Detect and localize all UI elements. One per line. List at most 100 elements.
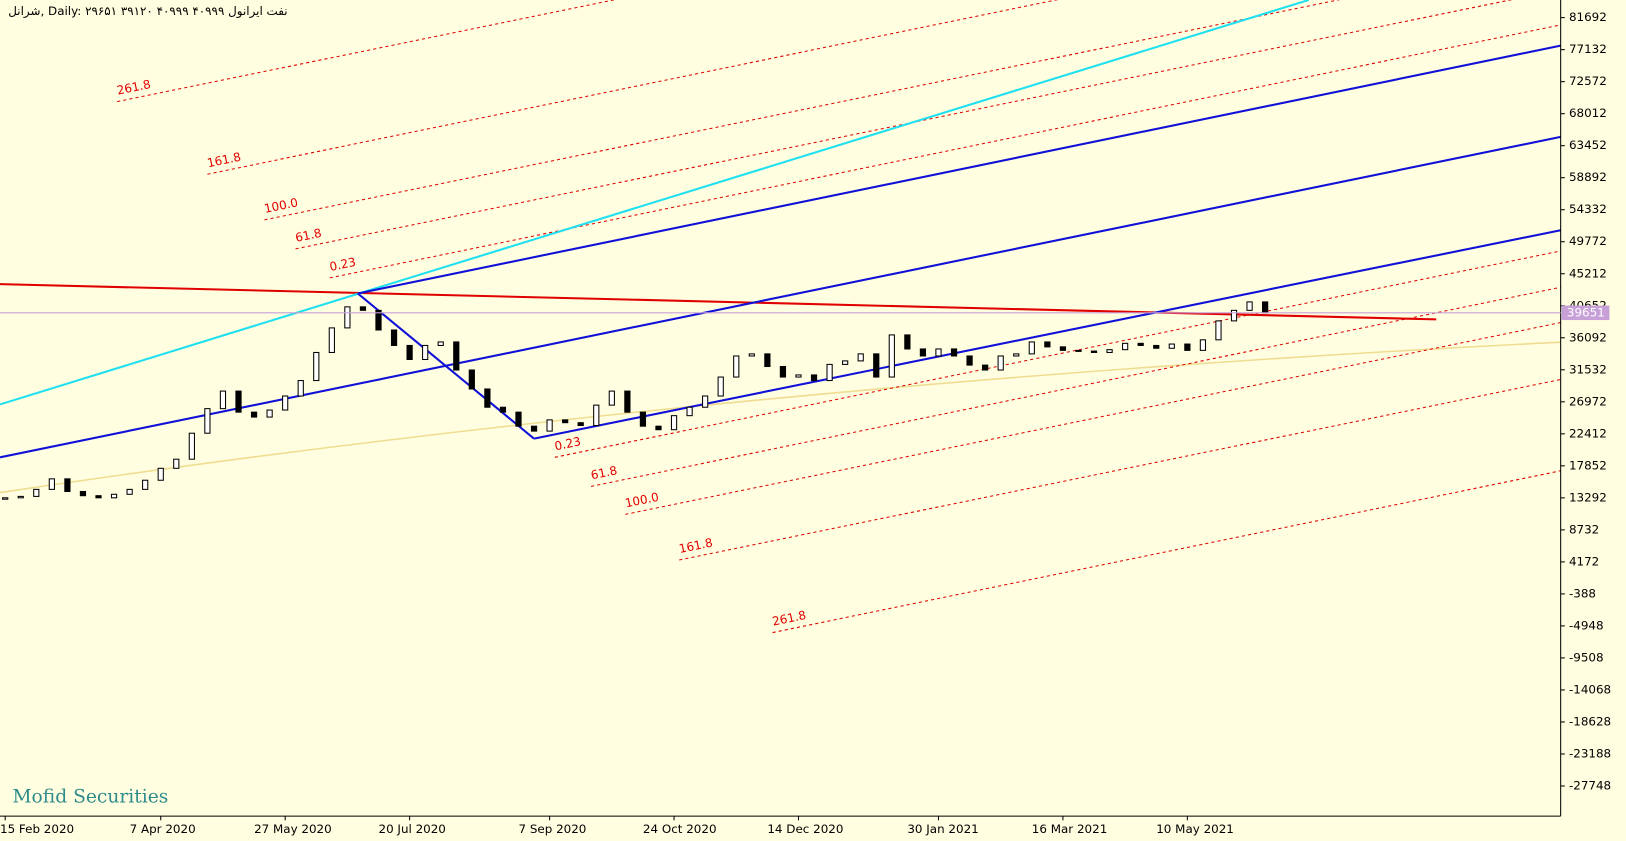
- candle: [608, 390, 615, 406]
- candle: [888, 334, 895, 378]
- watermark: Mofid Securities: [12, 786, 168, 807]
- candle: [982, 364, 989, 371]
- y-tick-label: 49772: [1569, 234, 1607, 248]
- fib-label: 0.23: [553, 434, 582, 453]
- candle: [204, 408, 211, 434]
- candle: [515, 411, 522, 427]
- fib-line: [679, 379, 1561, 561]
- candle: [904, 334, 911, 350]
- y-tick-label: 26972: [1569, 394, 1607, 408]
- candle: [188, 432, 195, 460]
- y-tick-label: -18628: [1569, 714, 1611, 728]
- candle: [79, 490, 87, 497]
- y-tick-label: -14068: [1569, 682, 1611, 696]
- candle: [733, 355, 740, 378]
- y-tick-label: 72572: [1569, 74, 1607, 88]
- x-tick-label: 24 Oct 2020: [643, 822, 717, 836]
- candle: [1122, 342, 1129, 351]
- candle: [297, 380, 304, 397]
- candle: [997, 355, 1004, 371]
- candle: [1262, 301, 1269, 314]
- candle: [437, 341, 444, 346]
- candle: [1059, 346, 1067, 351]
- fib-label: 61.8: [294, 226, 323, 245]
- candle: [1184, 343, 1191, 351]
- candle: [686, 406, 693, 417]
- candle: [95, 495, 102, 499]
- candle: [282, 395, 289, 411]
- candle: [453, 341, 460, 371]
- candle: [562, 419, 569, 424]
- candle: [764, 353, 771, 368]
- candle: [530, 425, 538, 432]
- candle: [702, 395, 709, 408]
- candle: [546, 419, 553, 432]
- candle: [468, 369, 475, 390]
- fib-label: 0.23: [328, 255, 357, 274]
- y-tick-label: 22412: [1569, 426, 1607, 440]
- y-tick-label: 8732: [1569, 522, 1599, 536]
- candle: [126, 488, 133, 495]
- candle: [826, 363, 833, 382]
- candle: [919, 348, 927, 357]
- candle: [157, 467, 164, 481]
- y-tick-label: 63452: [1569, 138, 1607, 152]
- candle: [1230, 309, 1238, 322]
- candle: [235, 390, 242, 413]
- candle: [406, 344, 413, 361]
- candle: [344, 306, 351, 329]
- candle: [48, 478, 55, 490]
- candle: [966, 355, 973, 366]
- y-tick-label: 4172: [1569, 554, 1599, 568]
- candle: [935, 348, 942, 357]
- candle: [593, 404, 600, 427]
- x-tick-label: 10 May 2021: [1156, 822, 1234, 836]
- y-tick-label: 17852: [1569, 458, 1607, 472]
- candle: [717, 376, 724, 397]
- y-tick-label: -23188: [1569, 746, 1611, 760]
- red-trendline: [0, 283, 1437, 321]
- x-tick-label: 30 Jan 2021: [907, 822, 978, 836]
- candle: [2, 497, 9, 500]
- candle: [422, 344, 429, 361]
- candle: [1137, 342, 1144, 346]
- candle: [1246, 301, 1253, 311]
- x-tick-label: 15 Feb 2020: [0, 822, 74, 836]
- candle: [142, 479, 149, 490]
- candle: [748, 353, 755, 357]
- candle: [639, 411, 647, 427]
- price-label: 39651: [1567, 305, 1605, 319]
- candle: [33, 488, 40, 497]
- candles: [2, 301, 1269, 500]
- moving-average: [0, 341, 1561, 494]
- candle: [1199, 339, 1207, 351]
- price-box: [1561, 305, 1610, 321]
- y-tick-label: -9508: [1569, 650, 1604, 664]
- y-tick-label: 45212: [1569, 266, 1607, 280]
- candle: [499, 406, 507, 413]
- y-tick-label: 68012: [1569, 106, 1607, 120]
- y-tick-label: -4948: [1569, 618, 1604, 632]
- x-tick-label: 14 Dec 2020: [767, 822, 843, 836]
- y-tick-label: 81692: [1569, 10, 1607, 24]
- pitchfork-line: [357, 292, 535, 440]
- candle: [17, 495, 24, 499]
- x-tick-label: 20 Jul 2020: [379, 822, 446, 836]
- candle: [484, 388, 491, 408]
- candle: [624, 390, 631, 413]
- y-tick-label: 13292: [1569, 490, 1607, 504]
- candle: [110, 493, 118, 499]
- candle: [173, 458, 180, 469]
- candle: [1168, 343, 1175, 349]
- candle: [857, 353, 864, 362]
- fib-line: [207, 0, 1059, 175]
- candle: [328, 327, 335, 353]
- fib-label: 261.8: [771, 608, 807, 629]
- fib-line: [329, 24, 1561, 279]
- fib-label: 261.8: [116, 77, 152, 98]
- fib-label: 61.8: [590, 463, 619, 482]
- x-tick-label: 27 May 2020: [254, 822, 332, 836]
- candle: [313, 351, 320, 382]
- candle: [950, 348, 958, 357]
